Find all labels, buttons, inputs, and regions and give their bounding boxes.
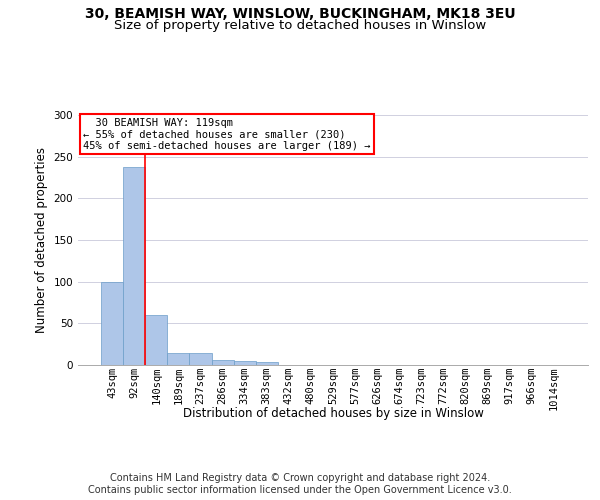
Bar <box>256 362 278 365</box>
Bar <box>190 352 212 365</box>
Y-axis label: Number of detached properties: Number of detached properties <box>35 147 48 333</box>
Text: Size of property relative to detached houses in Winslow: Size of property relative to detached ho… <box>114 18 486 32</box>
Text: 30, BEAMISH WAY, WINSLOW, BUCKINGHAM, MK18 3EU: 30, BEAMISH WAY, WINSLOW, BUCKINGHAM, MK… <box>85 8 515 22</box>
Bar <box>101 282 123 365</box>
Bar <box>123 166 145 365</box>
Text: Contains HM Land Registry data © Crown copyright and database right 2024.
Contai: Contains HM Land Registry data © Crown c… <box>88 474 512 495</box>
Bar <box>212 360 233 365</box>
Bar <box>167 352 190 365</box>
Text: 30 BEAMISH WAY: 119sqm
← 55% of detached houses are smaller (230)
45% of semi-de: 30 BEAMISH WAY: 119sqm ← 55% of detached… <box>83 118 371 150</box>
Bar <box>233 361 256 365</box>
Bar <box>145 315 167 365</box>
Text: Distribution of detached houses by size in Winslow: Distribution of detached houses by size … <box>182 408 484 420</box>
